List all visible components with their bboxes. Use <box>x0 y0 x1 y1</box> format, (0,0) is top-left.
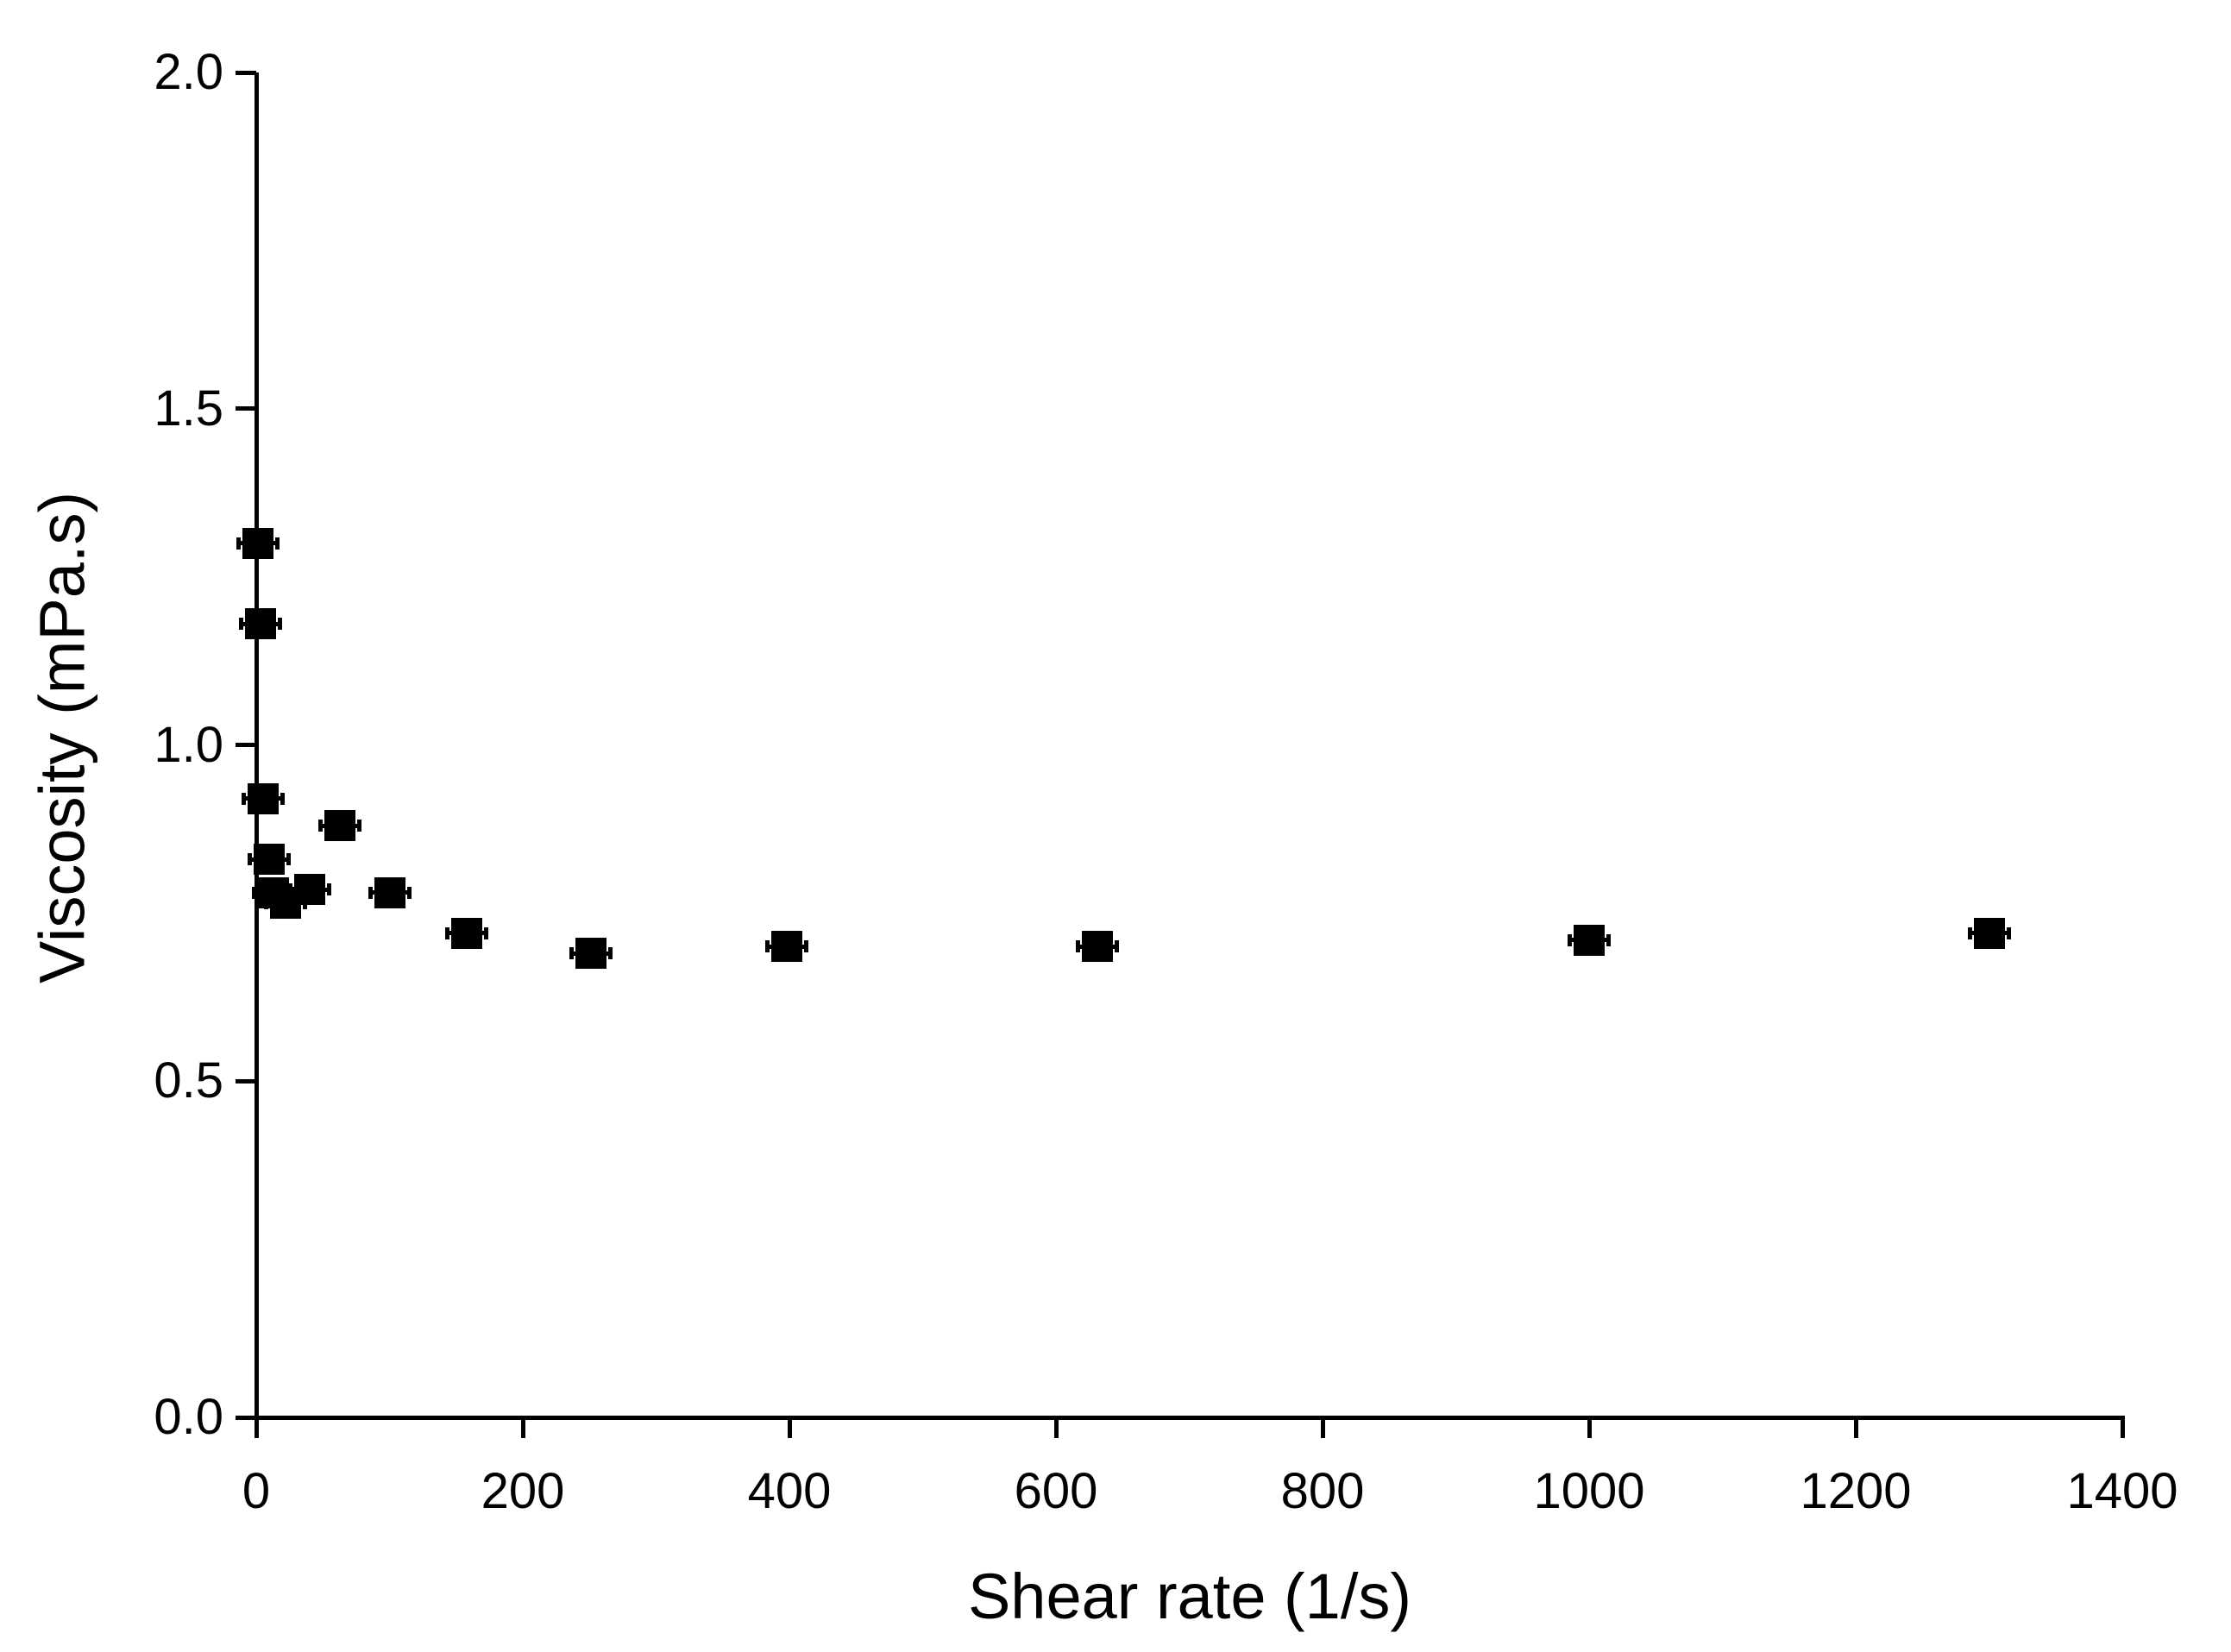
error-bar-cap-left <box>248 853 253 865</box>
x-tick <box>1320 1417 1325 1438</box>
data-point <box>374 876 405 908</box>
x-tick-label: 600 <box>1014 1463 1098 1519</box>
x-tick-label: 1200 <box>1800 1463 1912 1519</box>
error-bar-cap-right <box>274 537 280 550</box>
error-bar-cap-right <box>2006 927 2011 939</box>
error-bar-cap-right <box>280 792 285 805</box>
x-axis-title: Shear rate (1/s) <box>967 1561 1412 1632</box>
x-tick-label: 200 <box>481 1463 565 1519</box>
x-tick <box>787 1417 792 1438</box>
error-bar-cap-right <box>1114 940 1119 953</box>
y-axis-line <box>254 72 259 1438</box>
data-point <box>575 938 606 970</box>
data-point <box>254 844 286 875</box>
data-point <box>244 608 276 640</box>
error-bar-cap-left <box>263 896 268 909</box>
error-bar-cap-right <box>286 853 292 865</box>
error-bar-cap-right <box>357 820 362 832</box>
y-tick <box>236 1415 256 1420</box>
error-bar-cap-left <box>1568 933 1572 946</box>
error-bar-cap-left <box>1075 940 1080 953</box>
data-point <box>1973 917 2005 949</box>
error-bar-cap-left <box>368 886 373 899</box>
error-bar-cap-right <box>607 947 613 960</box>
y-tick <box>236 406 256 411</box>
x-tick-label: 1400 <box>2066 1463 2178 1519</box>
data-point <box>1081 931 1113 963</box>
x-tick <box>1587 1417 1592 1438</box>
y-tick-label: 0.5 <box>154 1052 223 1109</box>
x-tick-label: 800 <box>1280 1463 1365 1519</box>
x-tick-label: 1000 <box>1533 1463 1645 1519</box>
y-tick-label: 2.0 <box>154 44 223 100</box>
error-bar-cap-left <box>252 886 257 899</box>
error-bar-cap-left <box>318 820 324 832</box>
error-bar-cap-left <box>764 940 770 953</box>
error-bar-cap-left <box>445 927 450 939</box>
error-bar-cap-left <box>287 883 292 896</box>
data-point <box>242 527 273 559</box>
data-point <box>324 810 356 842</box>
data-point <box>293 874 325 906</box>
x-tick-label: 0 <box>242 1463 271 1519</box>
error-bar-cap-right <box>326 883 331 896</box>
error-bar-cap-right <box>484 927 489 939</box>
x-tick <box>1853 1417 1858 1438</box>
y-tick <box>236 1078 256 1084</box>
y-tick <box>236 70 256 75</box>
data-point <box>247 782 279 814</box>
error-bar-cap-left <box>569 947 574 960</box>
error-bar-cap-right <box>277 618 282 631</box>
x-axis-line <box>236 1415 2125 1420</box>
y-tick <box>236 743 256 747</box>
data-point <box>451 917 483 949</box>
y-tick-label: 1.5 <box>154 380 223 437</box>
x-tick <box>1053 1417 1059 1438</box>
error-bar-cap-right <box>406 886 412 899</box>
error-bar-cap-left <box>241 792 246 805</box>
y-tick-label: 0.0 <box>154 1389 223 1445</box>
x-tick <box>520 1417 525 1438</box>
error-bar-cap-left <box>1967 927 1972 939</box>
x-tick-label: 400 <box>747 1463 832 1519</box>
data-point <box>770 931 802 963</box>
error-bar-cap-right <box>803 940 808 953</box>
error-bar-cap-right <box>1606 933 1611 946</box>
error-bar-cap-left <box>238 618 243 631</box>
x-tick <box>2120 1417 2125 1438</box>
y-tick-label: 1.0 <box>154 716 223 773</box>
error-bar-cap-left <box>236 537 241 550</box>
data-point <box>1574 924 1605 956</box>
x-tick <box>254 1417 259 1438</box>
